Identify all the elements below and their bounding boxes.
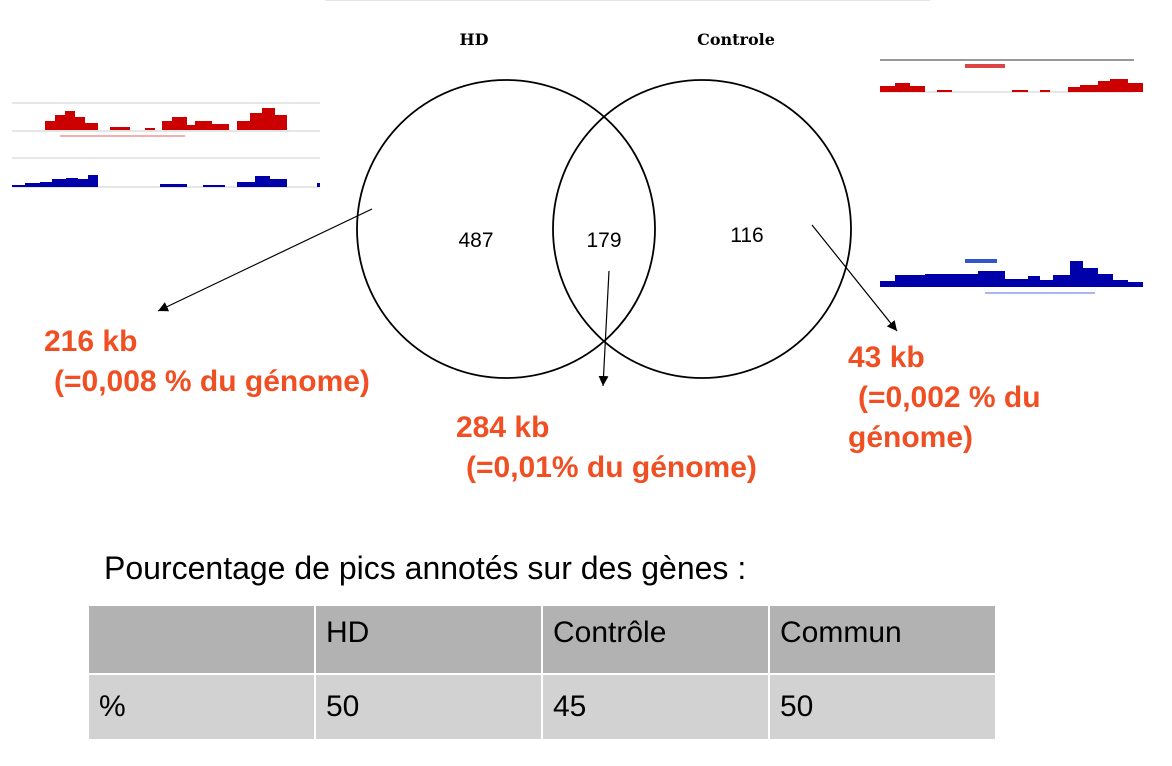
annotation-controle-only: 43 kb (=0,002 % du génome) bbox=[848, 338, 1041, 458]
circle-controle bbox=[552, 79, 852, 379]
set-label-hd: HD bbox=[460, 30, 489, 49]
set-label-controle: Controle bbox=[697, 30, 775, 49]
count-controle-only: 116 bbox=[730, 224, 763, 247]
table-cell-commun: 50 bbox=[769, 674, 997, 741]
count-hd-only: 487 bbox=[458, 229, 493, 252]
annotation-controle-genome-line1: (=0,002 % du bbox=[858, 381, 1041, 414]
left-track-thumbnail bbox=[12, 102, 320, 188]
venn-diagram: HD Controle 487 179 116 bbox=[12, 30, 1143, 387]
table-header-controle: Contrôle bbox=[542, 606, 770, 675]
annotation-overlap-genome: (=0,01% du génome) bbox=[466, 451, 757, 484]
circle-hd bbox=[356, 79, 656, 379]
arrow-center bbox=[598, 270, 610, 387]
table-header-empty bbox=[89, 606, 316, 675]
table-header-hd: HD bbox=[315, 606, 543, 675]
top-border-line bbox=[325, 0, 930, 1]
table-row: % 50 45 50 bbox=[89, 674, 997, 741]
blue-coverage-track-right bbox=[880, 261, 1143, 286]
annotation-overlap-size: 284 kb bbox=[456, 411, 550, 444]
red-coverage-track-right bbox=[880, 79, 1143, 92]
table-caption: Pourcentage de pics annotés sur des gène… bbox=[104, 550, 747, 586]
annotation-controle-size: 43 kb bbox=[848, 341, 925, 374]
annotation-hd-genome: (=0,008 % du génome) bbox=[54, 365, 370, 398]
annotation-hd-size: 216 kb bbox=[44, 325, 138, 358]
annotation-percentage-table: HD Contrôle Commun % 50 45 50 bbox=[89, 606, 997, 741]
annotation-controle-genome-line2: génome) bbox=[848, 421, 974, 454]
arrow-left bbox=[157, 208, 373, 312]
table-header-row: HD Contrôle Commun bbox=[89, 606, 997, 675]
table-header-commun: Commun bbox=[769, 606, 997, 675]
blue-coverage-track bbox=[12, 175, 320, 187]
table-cell-row-label: % bbox=[89, 674, 316, 741]
count-overlap: 179 bbox=[586, 229, 621, 252]
annotation-overlap: 284 kb (=0,01% du génome) bbox=[456, 408, 757, 488]
red-coverage-track bbox=[45, 108, 287, 130]
annotation-hd-only: 216 kb (=0,008 % du génome) bbox=[44, 322, 370, 402]
table-cell-controle: 45 bbox=[542, 674, 770, 741]
right-track-thumbnail bbox=[880, 59, 1143, 294]
arrow-right bbox=[811, 224, 898, 332]
table-cell-hd: 50 bbox=[315, 674, 543, 741]
